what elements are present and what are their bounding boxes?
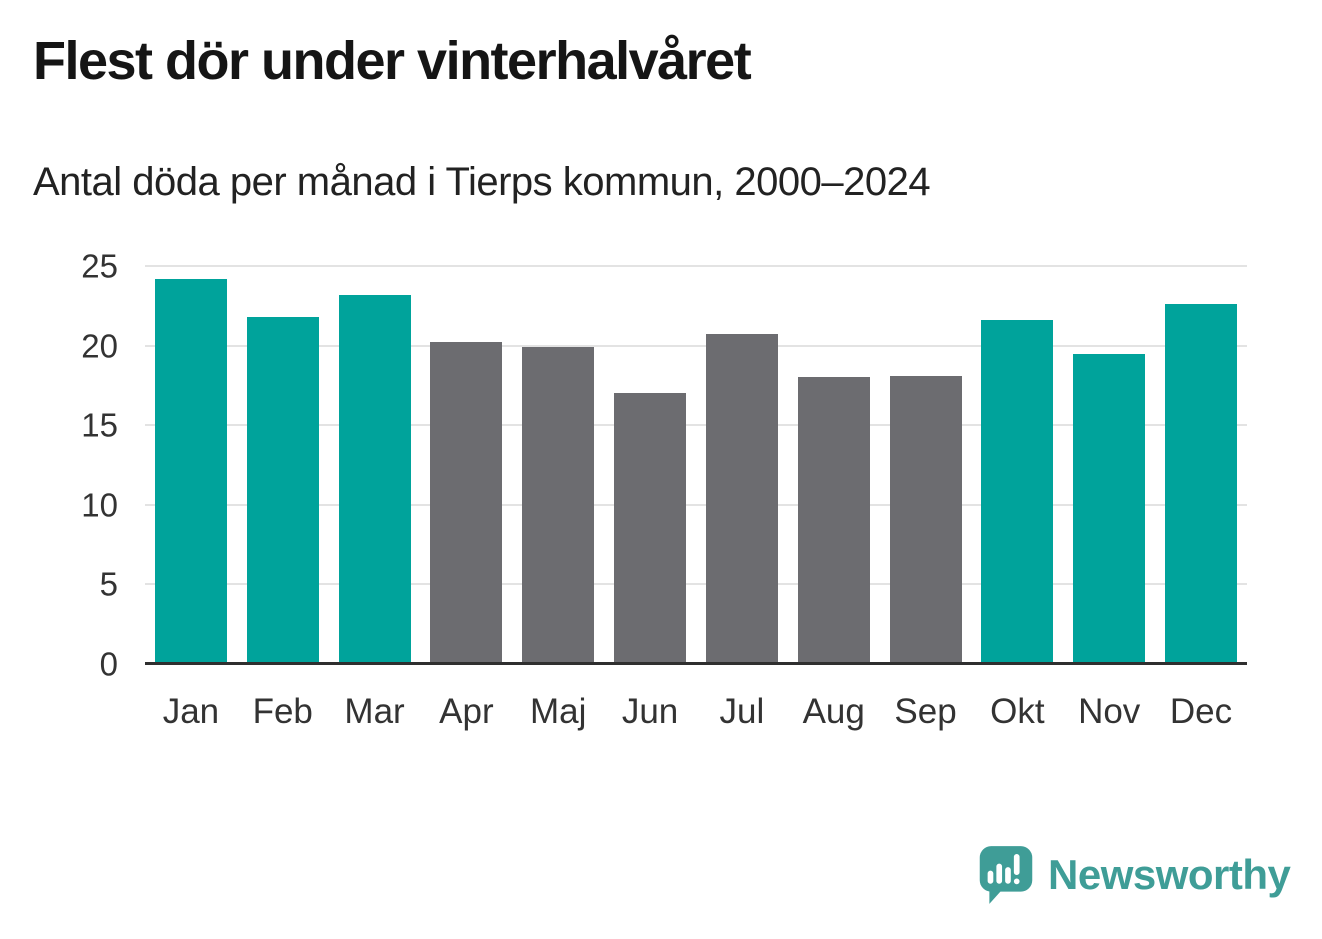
- bar-jul: [705, 334, 778, 664]
- bar-sep: [889, 375, 962, 664]
- bar-band: [512, 266, 604, 664]
- x-tick-label-aug: Aug: [802, 692, 865, 731]
- gridline-20: [145, 344, 1247, 347]
- bar-band: [1063, 266, 1155, 664]
- bar-band: [788, 266, 880, 664]
- gridline-5: [145, 583, 1247, 586]
- x-tick-label-jun: Jun: [621, 692, 679, 731]
- bar-band: [971, 266, 1063, 664]
- y-tick-label-20: 20: [81, 327, 118, 365]
- newsworthy-logo: Newsworthy: [978, 844, 1291, 906]
- bar-band: [145, 266, 237, 664]
- x-tick-label-mar: Mar: [344, 692, 405, 731]
- gridline-10: [145, 503, 1247, 506]
- y-tick-label-0: 0: [99, 645, 118, 683]
- y-tick-label-10: 10: [81, 486, 118, 524]
- y-axis: 0 5 10 15 20 25: [30, 250, 118, 681]
- bar-dec: [1165, 304, 1238, 664]
- bar-nov: [1073, 353, 1146, 664]
- speech-bubble-bar-chart-icon: [979, 846, 1033, 904]
- gridline-25: [145, 265, 1247, 267]
- x-tick-label-maj: Maj: [530, 692, 587, 731]
- bar-aug: [797, 377, 870, 664]
- bar-series: [145, 266, 1247, 664]
- bar-band: [604, 266, 696, 664]
- x-tick-label-apr: Apr: [439, 692, 494, 731]
- x-axis-line: [145, 662, 1247, 665]
- bar-band: [696, 266, 788, 664]
- x-axis: Jan Feb Mar Apr Maj Jun Jul Aug Sep Okt Nov Dec: [145, 686, 1247, 738]
- bar-band: [880, 266, 972, 664]
- x-tick-label-sep: Sep: [894, 692, 957, 731]
- bar-band: [329, 266, 421, 664]
- newsworthy-logo-text: Newsworthy: [1048, 851, 1291, 898]
- y-tick-label-5: 5: [99, 565, 118, 603]
- bar-mar: [338, 294, 411, 664]
- chart-subtitle: Antal döda per månad i Tierps kommun, 20…: [33, 160, 931, 204]
- x-tick-label-feb: Feb: [252, 692, 313, 731]
- x-tick-label-dec: Dec: [1169, 692, 1233, 731]
- bar-feb: [246, 316, 319, 664]
- x-tick-label-nov: Nov: [1078, 692, 1141, 731]
- y-tick-label-25: 25: [81, 247, 118, 285]
- x-tick-label-okt: Okt: [990, 692, 1045, 731]
- bar-band: [1155, 266, 1247, 664]
- bar-okt: [981, 320, 1054, 664]
- x-tick-label-jan: Jan: [162, 692, 220, 731]
- bar-maj: [522, 347, 595, 664]
- bar-apr: [430, 342, 503, 664]
- y-tick-label-15: 15: [81, 406, 118, 444]
- bar-jun: [614, 393, 687, 664]
- bar-band: [237, 266, 329, 664]
- gridline-15: [145, 424, 1247, 427]
- bar-jan: [154, 278, 227, 664]
- plot-area: [145, 265, 1247, 665]
- chart-title: Flest dör under vinterhalvåret: [33, 31, 752, 91]
- bar-band: [420, 266, 512, 664]
- x-tick-label-jul: Jul: [719, 692, 765, 731]
